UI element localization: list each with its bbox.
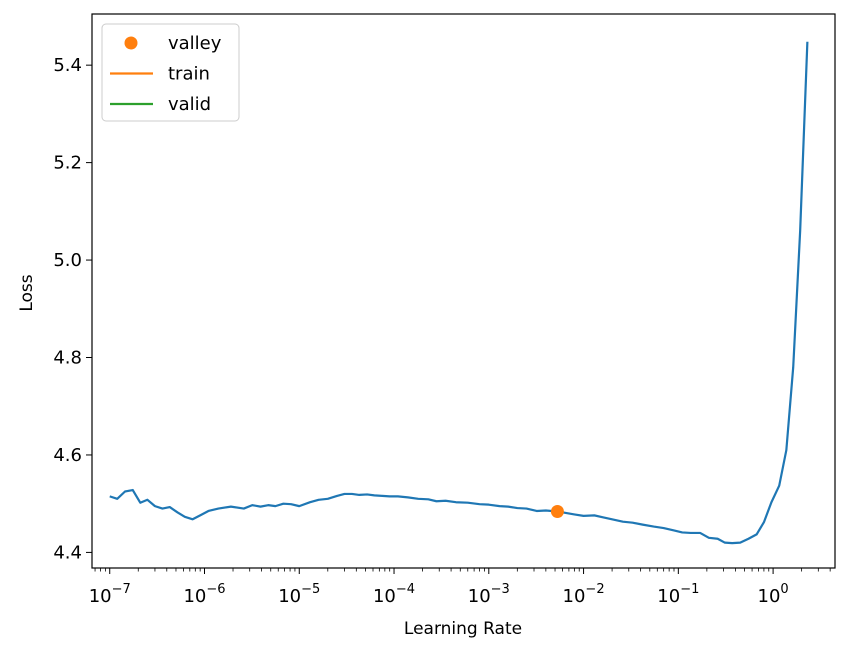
valley-point <box>550 504 564 518</box>
x-tick-label: 10−2 <box>563 582 605 607</box>
y-tick-label: 5.2 <box>53 153 82 174</box>
y-tick-label: 4.6 <box>53 445 82 466</box>
axis-ticks: 4.4 4.6 4.8 5.0 5.2 5.4 10−7 10−6 10−5 10−4 10−3 10… <box>53 55 831 607</box>
y-tick-label: 4.8 <box>53 348 82 369</box>
legend-label-valley: valley <box>168 33 222 54</box>
x-tick-label: 10−3 <box>468 582 510 607</box>
legend-marker-valley <box>124 36 138 50</box>
legend-label-train: train <box>168 64 210 85</box>
data-layer <box>109 41 809 545</box>
x-tick-label: 10−6 <box>183 582 225 607</box>
x-tick-label: 10−4 <box>373 582 415 607</box>
x-tick-label: 10−1 <box>657 582 699 607</box>
y-tick-label: 5.0 <box>53 250 82 271</box>
x-tick-label: 100 <box>758 582 789 607</box>
legend: valley train valid <box>101 23 240 122</box>
y-tick-label: 5.4 <box>53 55 82 76</box>
x-tick-label: 10−7 <box>89 582 131 607</box>
legend-label-valid: valid <box>168 94 211 115</box>
y-tick-label: 4.4 <box>53 542 82 563</box>
legend-box <box>101 23 240 122</box>
x-tick-label: 10−5 <box>278 582 320 607</box>
plot-frame <box>91 13 836 569</box>
y-axis-label: Loss <box>17 274 37 311</box>
y-axis-label-group: Loss <box>17 274 37 311</box>
loss-series-line <box>109 41 809 545</box>
x-axis-label: Learning Rate <box>404 619 522 639</box>
legend-items: valley train valid <box>110 33 222 115</box>
